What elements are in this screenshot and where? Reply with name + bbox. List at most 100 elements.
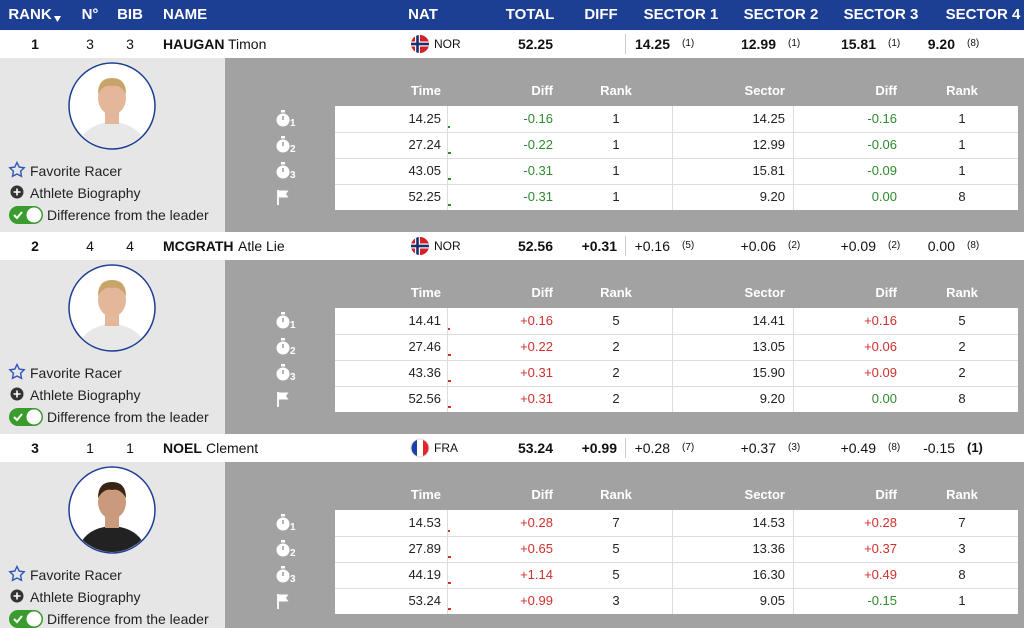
gap-indicator <box>448 152 451 154</box>
gap-indicator <box>448 530 450 532</box>
diff: +0.99 <box>581 440 617 456</box>
split-icon <box>275 110 291 133</box>
action-icon[interactable] <box>8 160 26 184</box>
row-separator <box>335 158 1018 159</box>
flag <box>410 34 430 57</box>
athlete-panel: Favorite Racer Athlete Biography Differenc… <box>0 260 225 434</box>
athlete-photo <box>68 466 156 559</box>
row-separator <box>335 536 1018 537</box>
racer-row[interactable]: 3 1 1 NOEL Clement FRA 53.24 +0.99 +0.28 (7) +0.37… <box>0 434 1024 463</box>
sector-time: 15.81 <box>840 36 876 52</box>
split-cell: 2 <box>612 391 620 406</box>
split-icon <box>275 514 291 537</box>
action-link[interactable]: Difference from the leader <box>47 207 209 223</box>
separator <box>625 438 626 458</box>
split-cell: +0.22 <box>520 339 553 354</box>
action-icon[interactable] <box>8 587 26 610</box>
racer-row[interactable]: 2 4 4 MCGRATH Atle Lie NOR 52.56 +0.31 +0.16 (5) +… <box>0 232 1024 261</box>
action-link[interactable]: Athlete Biography <box>30 185 141 201</box>
sector-time: +0.06 <box>740 238 776 254</box>
sector-rank: (1) <box>967 440 983 455</box>
detail-header: Sector <box>744 487 785 502</box>
athlete-photo <box>68 62 156 155</box>
last-name: HAUGAN <box>163 36 225 52</box>
action-icon[interactable] <box>8 564 26 588</box>
split-label: 1 <box>290 522 296 533</box>
split-cell: 12.99 <box>752 137 785 152</box>
table-header: RANK N° BIB NAME NAT TOTAL DIFF SECTOR 1 SECTOR … <box>0 0 1024 30</box>
split-cell: +0.31 <box>520 391 553 406</box>
gap-indicator <box>448 380 451 382</box>
split-icon <box>275 312 291 335</box>
detail-header: Diff <box>875 285 897 300</box>
action-link[interactable]: Difference from the leader <box>47 409 209 425</box>
column-header: SECTOR 4 <box>945 6 1021 23</box>
action-link[interactable]: Athlete Biography <box>30 589 141 605</box>
split-cell: 2 <box>612 365 620 380</box>
column-header: DIFF <box>584 6 618 23</box>
split-label: 3 <box>290 574 296 585</box>
racer-row[interactable]: 1 3 3 HAUGAN Timon NOR 52.25 14.25 (1) 12.99 (1) 15… <box>0 30 1024 59</box>
action-icon[interactable] <box>8 609 44 628</box>
separator <box>625 236 626 256</box>
nat: FRA <box>434 441 458 455</box>
athlete-panel: Favorite Racer Athlete Biography Differenc… <box>0 462 225 628</box>
total: 52.56 <box>517 238 553 254</box>
bib: 4 <box>126 238 134 254</box>
sector-time: -0.15 <box>923 440 955 456</box>
split-cell: 43.05 <box>408 163 441 178</box>
split-label: 3 <box>290 170 296 181</box>
sector-rank: (1) <box>888 38 901 49</box>
split-cell: 1 <box>958 593 966 608</box>
first-name: Timon <box>228 36 267 52</box>
sector-time: +0.16 <box>634 238 670 254</box>
action-link[interactable]: Athlete Biography <box>30 387 141 403</box>
flag <box>410 438 430 461</box>
split-label: 3 <box>290 372 296 383</box>
detail-header: Time <box>410 487 441 502</box>
split-cell: 3 <box>958 541 966 556</box>
flag <box>410 236 430 259</box>
row-separator <box>335 588 1018 589</box>
split-icon <box>275 364 291 387</box>
nat: NOR <box>434 239 461 253</box>
split-cell: 27.46 <box>408 339 441 354</box>
action-link[interactable]: Favorite Racer <box>30 163 122 179</box>
detail-header: Rank <box>946 83 978 98</box>
split-cell: +0.65 <box>520 541 553 556</box>
number: 3 <box>86 36 94 52</box>
action-icon[interactable] <box>8 183 26 206</box>
action-icon[interactable] <box>8 385 26 408</box>
split-cell: 14.53 <box>752 515 785 530</box>
split-cell: 27.24 <box>408 137 441 152</box>
action-link[interactable]: Difference from the leader <box>47 611 209 627</box>
sector-time: +0.28 <box>634 440 670 456</box>
split-cell: 2 <box>958 365 966 380</box>
sector-rank: (8) <box>888 442 901 453</box>
separator <box>625 34 626 54</box>
row-separator <box>335 334 1018 335</box>
detail-header: Diff <box>531 83 553 98</box>
detail-header: Rank <box>600 487 632 502</box>
action-link[interactable]: Favorite Racer <box>30 567 122 583</box>
detail-header: Sector <box>744 285 785 300</box>
split-cell: 9.20 <box>759 391 785 406</box>
sector-rank: (8) <box>967 240 980 251</box>
action-icon[interactable] <box>8 205 44 230</box>
number: 1 <box>86 440 94 456</box>
split-cell: 8 <box>958 567 966 582</box>
split-cell: 5 <box>958 313 966 328</box>
split-cell: 13.05 <box>752 339 785 354</box>
detail-header: Rank <box>600 83 632 98</box>
split-icon <box>275 566 291 589</box>
split-cell: 3 <box>612 593 620 608</box>
action-link[interactable]: Favorite Racer <box>30 365 122 381</box>
action-icon[interactable] <box>8 362 26 386</box>
column-header: TOTAL <box>505 6 555 23</box>
split-cell: 14.53 <box>408 515 441 530</box>
split-cell: 0.00 <box>871 189 897 204</box>
diff: +0.31 <box>581 238 617 254</box>
split-cell: +0.31 <box>520 365 553 380</box>
action-icon[interactable] <box>8 407 44 432</box>
